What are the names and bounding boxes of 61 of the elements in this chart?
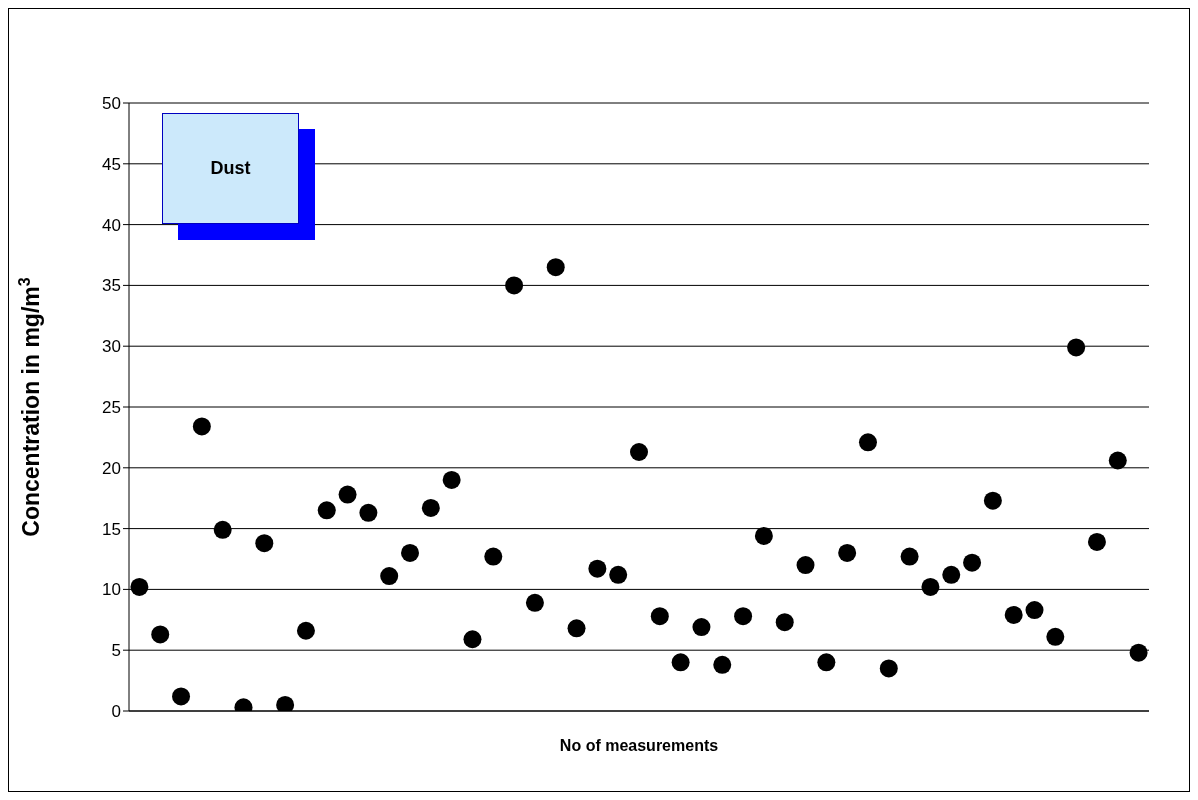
y-tick-label: 20 (102, 458, 121, 478)
point (1087, 532, 1106, 551)
point (151, 625, 170, 644)
y-tick-label: 40 (102, 215, 121, 235)
point (1025, 601, 1044, 620)
point (192, 417, 211, 436)
point (963, 553, 982, 572)
point (317, 501, 336, 520)
point (817, 653, 836, 672)
point (401, 543, 420, 562)
point (276, 695, 295, 711)
y-tick-label: 50 (102, 94, 121, 114)
point (213, 520, 232, 539)
point (442, 470, 461, 489)
point (255, 534, 274, 553)
y-tick-label: 0 (111, 702, 121, 722)
point (838, 543, 857, 562)
y-tick-label: 10 (102, 580, 121, 600)
point (1129, 643, 1148, 662)
point (754, 526, 773, 545)
point (505, 276, 524, 295)
point (609, 565, 628, 584)
y-tick-label: 45 (102, 154, 121, 174)
point (1108, 451, 1127, 470)
point (588, 559, 607, 578)
point (484, 547, 503, 566)
point (296, 621, 315, 640)
point (463, 630, 482, 649)
point (775, 613, 794, 632)
point (359, 503, 378, 522)
point (921, 577, 940, 596)
point (983, 491, 1002, 510)
point (130, 577, 149, 596)
point (338, 485, 357, 504)
y-tick-label: 25 (102, 398, 121, 418)
point (796, 556, 815, 575)
point (1046, 627, 1065, 646)
point (525, 593, 544, 612)
x-axis-title: No of measurements (559, 737, 719, 754)
point (650, 607, 669, 626)
annotation: Dust (162, 113, 299, 224)
point (630, 442, 648, 461)
y-tick-label: 30 (102, 337, 121, 357)
point (942, 565, 961, 584)
point (692, 618, 711, 637)
point (1067, 338, 1086, 357)
y-tick-label: 5 (111, 641, 121, 661)
point (858, 433, 877, 452)
point (172, 687, 191, 706)
point (734, 607, 753, 626)
point (546, 258, 565, 277)
point (879, 659, 898, 678)
point (900, 547, 919, 566)
point (713, 655, 732, 674)
point (567, 619, 586, 638)
y-tick-label: 15 (102, 519, 121, 539)
point (671, 653, 690, 672)
point (1004, 605, 1023, 624)
point (421, 498, 440, 517)
point (380, 567, 399, 586)
y-tick-label: 35 (102, 276, 121, 296)
